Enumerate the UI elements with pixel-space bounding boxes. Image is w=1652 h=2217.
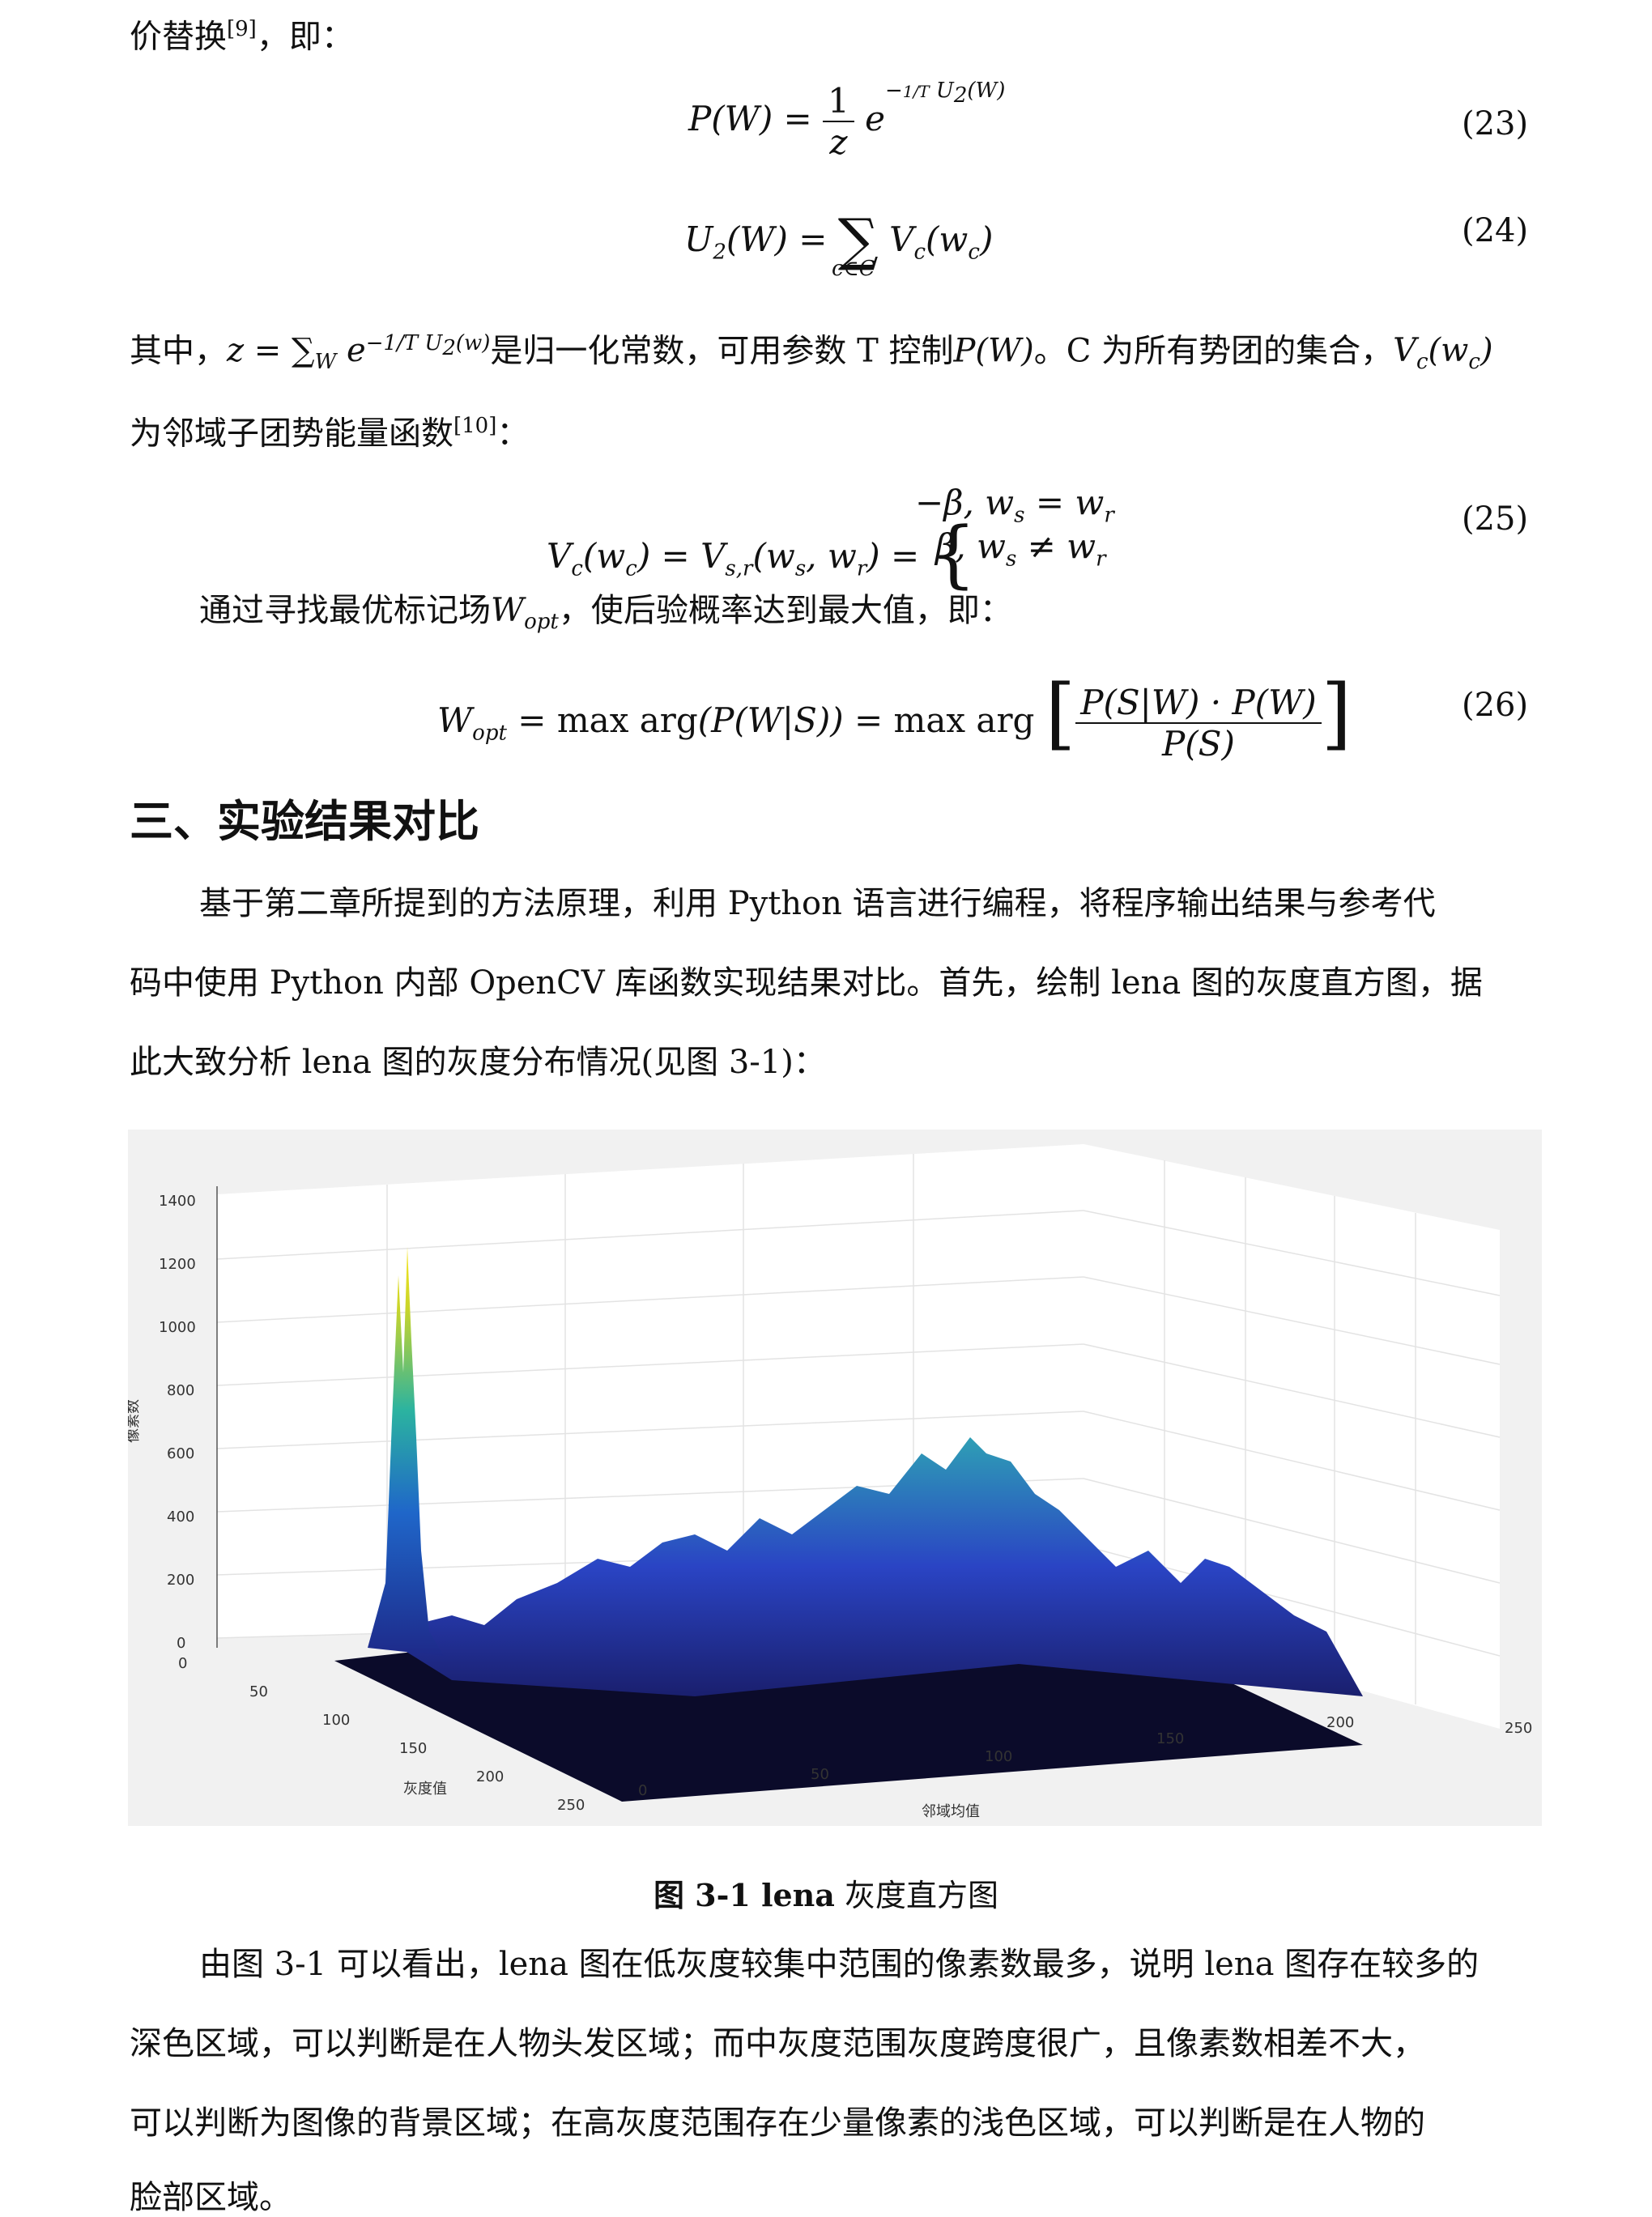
equation-number: (25)	[1462, 500, 1529, 538]
svg-text:250: 250	[1505, 1720, 1532, 1737]
svg-text:1200: 1200	[159, 1256, 196, 1273]
y-axis-label: 邻域均值	[922, 1803, 980, 1820]
equation-24: U2(W) = ∑ Vc(wc) c∈C	[684, 206, 994, 281]
paragraph-line: 由图 3-1 可以看出，lena 图在低灰度较集中范围的像素数最多，说明 len…	[199, 1946, 1480, 1983]
paragraph-line: 通过寻找最优标记场Wopt，使后验概率达到最大值，即：	[199, 592, 1012, 634]
histogram-figure: 0 200 400 600 800 1000 1200 1400 像素数 0 5…	[125, 1130, 1542, 1826]
paragraph-line: 价替换[9]，即：	[130, 17, 354, 56]
z-axis-label: 像素数	[128, 1399, 142, 1443]
svg-text:50: 50	[249, 1683, 268, 1700]
equation-26: Wopt = max arg(P(W|S)) = max arg [P(S|W)…	[437, 668, 1352, 764]
svg-text:100: 100	[322, 1712, 350, 1729]
svg-text:600: 600	[167, 1445, 194, 1462]
paragraph-line: 基于第二章所提到的方法原理，利用 Python 语言进行编程，将程序输出结果与参…	[199, 885, 1436, 922]
svg-text:200: 200	[1326, 1714, 1354, 1731]
paragraph-line: 脸部区域。	[130, 2179, 292, 2216]
svg-text:1400: 1400	[159, 1193, 196, 1210]
svg-text:400: 400	[167, 1508, 194, 1526]
paragraph-line: 码中使用 Python 内部 OpenCV 库函数实现结果对比。首先，绘制 le…	[130, 964, 1483, 1002]
svg-text:150: 150	[1156, 1730, 1184, 1747]
x-axis-label: 灰度值	[403, 1781, 447, 1798]
section-heading: 三、实验结果对比	[130, 796, 479, 847]
svg-text:200: 200	[476, 1768, 504, 1785]
equation-25: Vc(wc) = Vs,r(ws, wr) = { −β, ws = wr β,…	[547, 483, 1114, 597]
histogram-peak	[368, 1247, 444, 1656]
histogram-ridge	[387, 1437, 1363, 1696]
paragraph-line: 其中，z = ∑W e−1/T U2(w)是归一化常数，可用参数 T 控制P(W…	[130, 331, 1493, 375]
paragraph-line: 此大致分析 lena 图的灰度分布情况(见图 3-1)：	[130, 1044, 826, 1081]
y-tick-labels: 0 50 100 150 200 250	[638, 1714, 1532, 1799]
svg-text:150: 150	[399, 1740, 427, 1757]
svg-text:200: 200	[167, 1572, 194, 1589]
svg-text:250: 250	[557, 1797, 585, 1814]
svg-text:0: 0	[178, 1655, 187, 1672]
svg-text:800: 800	[167, 1382, 194, 1399]
figure-caption: 图 3-1 lena 灰度直方图	[653, 1877, 999, 1913]
svg-text:50: 50	[811, 1766, 829, 1783]
histogram-3d-plot: 0 200 400 600 800 1000 1200 1400 像素数 0 5…	[125, 1144, 1532, 1820]
z-tick-labels: 0 200 400 600 800 1000 1200 1400	[159, 1193, 196, 1652]
paragraph-line: 可以判断为图像的背景区域；在高灰度范围存在少量像素的浅色区域，可以判断是在人物的	[130, 2104, 1425, 2142]
x-tick-labels: 0 50 100 150 200 250	[178, 1655, 585, 1814]
equation-number: (24)	[1462, 212, 1529, 249]
svg-text:0: 0	[638, 1782, 647, 1799]
paragraph-line: 深色区域，可以判断是在人物头发区域；而中灰度范围灰度跨度很广，且像素数相差不大，	[130, 2025, 1425, 2062]
svg-text:100: 100	[985, 1748, 1012, 1765]
equation-number: (26)	[1462, 687, 1529, 724]
paragraph-line: 为邻域子团势能量函数[10]：	[130, 414, 530, 453]
svg-text:1000: 1000	[159, 1319, 196, 1336]
equation-number: (23)	[1462, 105, 1529, 143]
svg-text:0: 0	[177, 1635, 185, 1652]
